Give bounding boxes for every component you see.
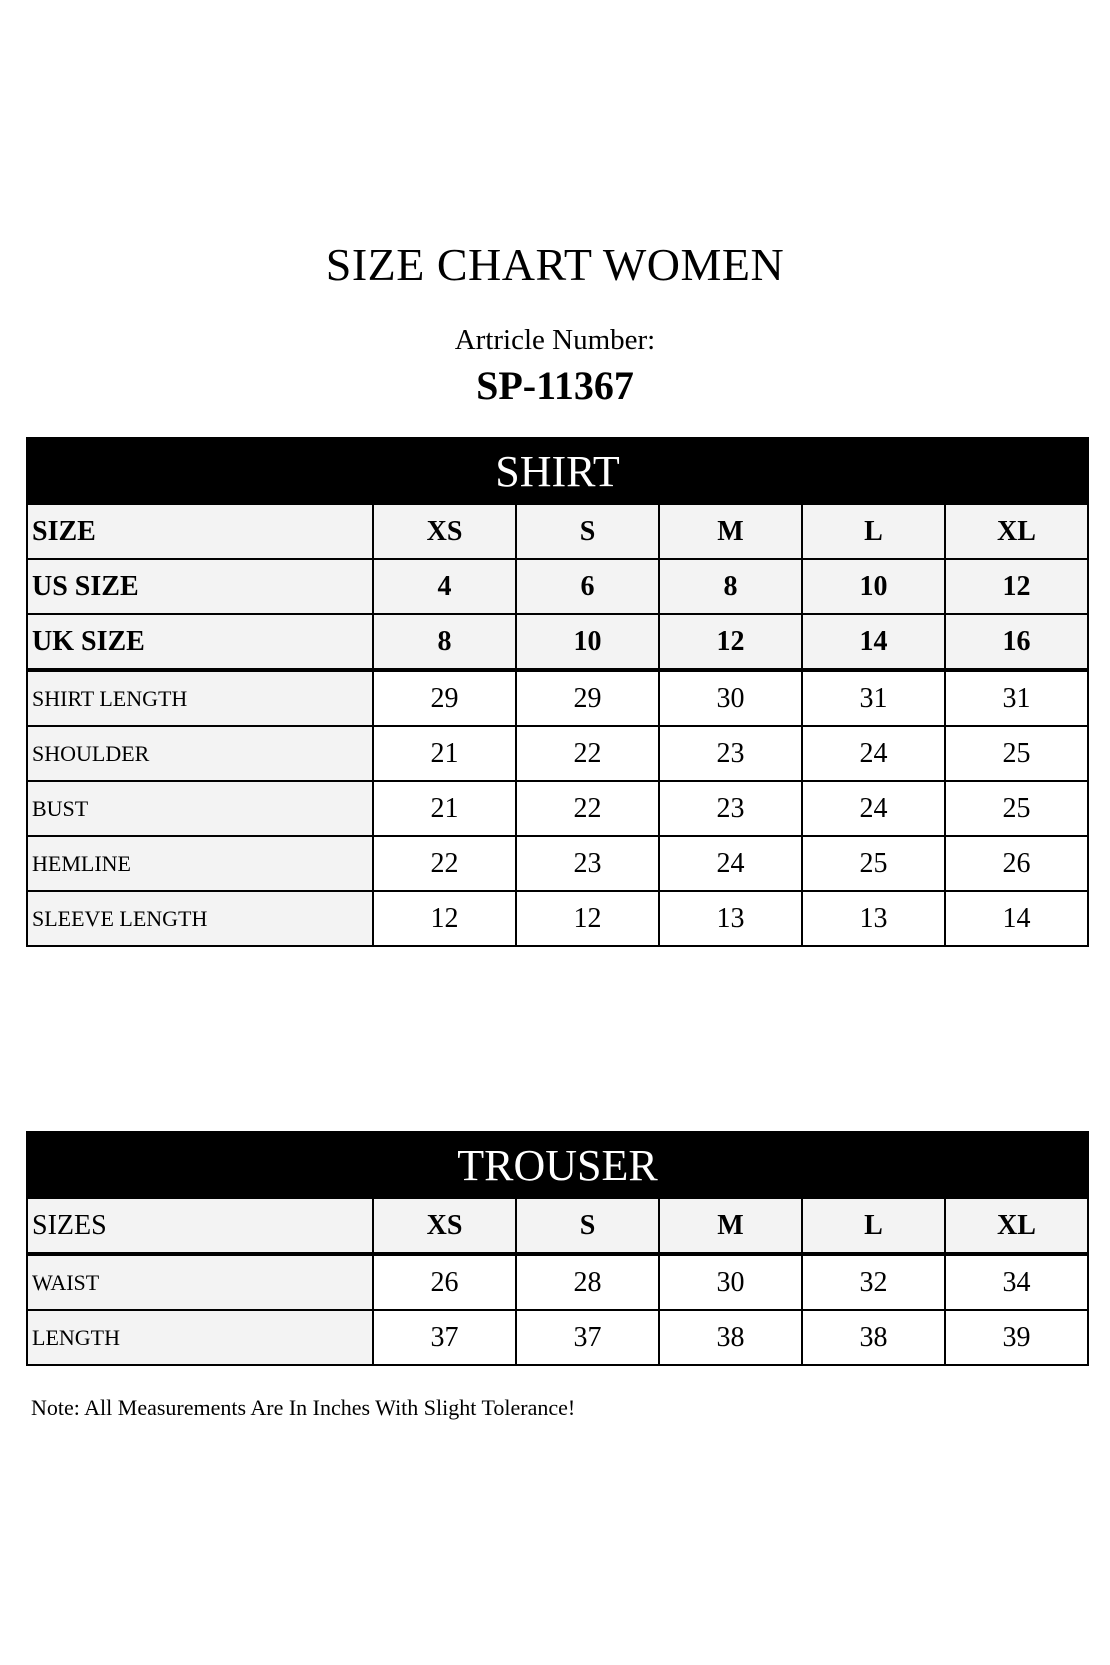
row-label: SIZE [26, 503, 374, 560]
table-cell: 30 [658, 669, 803, 727]
table-cell: 23 [658, 725, 803, 782]
table-cell: 22 [515, 725, 660, 782]
table-row: SHOULDER 21 22 23 24 25 [26, 725, 1089, 782]
table-cell: 31 [944, 669, 1089, 727]
table-cell: XL [944, 1197, 1089, 1256]
table-cell: 13 [801, 890, 946, 947]
table-cell: 14 [801, 613, 946, 672]
table-cell: 25 [944, 780, 1089, 837]
table-row: UK SIZE 8 10 12 14 16 [26, 613, 1089, 672]
table-cell: 26 [372, 1253, 517, 1311]
table-cell: S [515, 503, 660, 560]
table-cell: 31 [801, 669, 946, 727]
trouser-size-table: TROUSER SIZES XS S M L XL WAIST 26 28 30 32 34 LENGT… [26, 1131, 1089, 1366]
table-cell: 4 [372, 558, 517, 615]
table-cell: 23 [658, 780, 803, 837]
trouser-heading: TROUSER [26, 1131, 1089, 1199]
table-cell: 34 [944, 1253, 1089, 1311]
row-label: LENGTH [26, 1309, 374, 1366]
table-cell: L [801, 503, 946, 560]
page-title: SIZE CHART WOMEN [325, 239, 785, 290]
row-label: UK SIZE [26, 613, 374, 672]
table-cell: M [658, 1197, 803, 1256]
table-cell: 14 [944, 890, 1089, 947]
table-cell: 25 [944, 725, 1089, 782]
table-row: HEMLINE 22 23 24 25 26 [26, 835, 1089, 892]
table-cell: 24 [801, 725, 946, 782]
table-cell: 8 [658, 558, 803, 615]
table-cell: 12 [944, 558, 1089, 615]
table-cell: XS [372, 503, 517, 560]
table-cell: 23 [515, 835, 660, 892]
table-cell: 38 [658, 1309, 803, 1366]
table-cell: 8 [372, 613, 517, 672]
table-row: BUST 21 22 23 24 25 [26, 780, 1089, 837]
table-cell: XL [944, 503, 1089, 560]
table-cell: 10 [515, 613, 660, 672]
table-cell: M [658, 503, 803, 560]
table-cell: 37 [515, 1309, 660, 1366]
table-cell: 12 [515, 890, 660, 947]
table-cell: 29 [372, 669, 517, 727]
table-row: LENGTH 37 37 38 38 39 [26, 1309, 1089, 1366]
table-cell: 6 [515, 558, 660, 615]
shirt-heading: SHIRT [26, 437, 1089, 505]
table-cell: 10 [801, 558, 946, 615]
row-label: HEMLINE [26, 835, 374, 892]
shirt-size-table: SHIRT SIZE XS S M L XL US SIZE 4 6 8 10 12 UK SIZE 8 1… [26, 437, 1089, 947]
table-cell: 38 [801, 1309, 946, 1366]
table-cell: 39 [944, 1309, 1089, 1366]
table-row: SHIRT LENGTH 29 29 30 31 31 [26, 669, 1089, 727]
article-number: SP-11367 [476, 363, 634, 408]
table-cell: 30 [658, 1253, 803, 1311]
row-label: SHOULDER [26, 725, 374, 782]
table-cell: 24 [658, 835, 803, 892]
table-cell: 22 [372, 835, 517, 892]
table-row: SIZES XS S M L XL [26, 1197, 1089, 1256]
table-row: WAIST 26 28 30 32 34 [26, 1253, 1089, 1311]
table-cell: 32 [801, 1253, 946, 1311]
measurement-note: Note: All Measurements Are In Inches Wit… [31, 1395, 576, 1420]
table-cell: 12 [658, 613, 803, 672]
row-label: WAIST [26, 1253, 374, 1311]
table-row: SLEEVE LENGTH 12 12 13 13 14 [26, 890, 1089, 947]
table-cell: 12 [372, 890, 517, 947]
row-label: BUST [26, 780, 374, 837]
row-label: SLEEVE LENGTH [26, 890, 374, 947]
row-label: SHIRT LENGTH [26, 669, 374, 727]
table-cell: 28 [515, 1253, 660, 1311]
table-cell: 22 [515, 780, 660, 837]
table-cell: 24 [801, 780, 946, 837]
article-number-label: Artricle Number: [454, 324, 656, 356]
row-label: SIZES [26, 1197, 374, 1256]
table-cell: 21 [372, 780, 517, 837]
table-cell: 26 [944, 835, 1089, 892]
table-cell: S [515, 1197, 660, 1256]
table-cell: 21 [372, 725, 517, 782]
table-cell: L [801, 1197, 946, 1256]
table-cell: 29 [515, 669, 660, 727]
table-cell: 37 [372, 1309, 517, 1366]
table-cell: 16 [944, 613, 1089, 672]
row-label: US SIZE [26, 558, 374, 615]
table-cell: 13 [658, 890, 803, 947]
table-row: SIZE XS S M L XL [26, 503, 1089, 560]
table-cell: XS [372, 1197, 517, 1256]
table-cell: 25 [801, 835, 946, 892]
table-row: US SIZE 4 6 8 10 12 [26, 558, 1089, 615]
